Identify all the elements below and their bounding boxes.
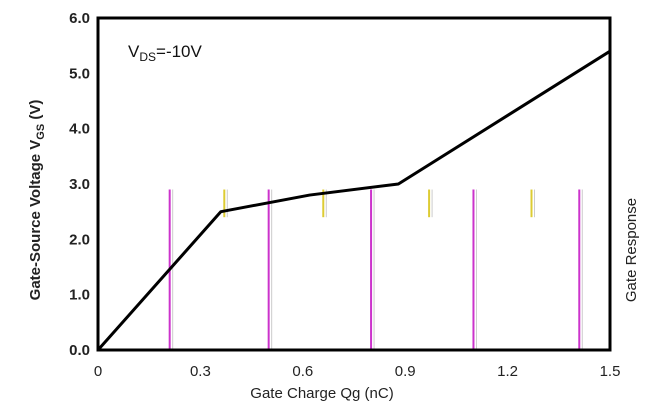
y-tick-label-3: 3.0 xyxy=(69,176,90,193)
y-tick-labels: 0.0 1.0 2.0 3.0 4.0 5.0 6.0 xyxy=(69,10,90,359)
x-tick-label-5: 1.5 xyxy=(600,363,621,380)
y-tick-label-1: 1.0 xyxy=(69,287,90,304)
x-tick-label-4: 1.2 xyxy=(497,363,518,380)
x-tick-label-0: 0 xyxy=(94,363,102,380)
x-tick-label-2: 0.6 xyxy=(292,363,313,380)
y-tick-label-4: 4.0 xyxy=(69,121,90,138)
vertical-markers xyxy=(168,189,583,350)
series-lines xyxy=(96,49,611,351)
plot-frame xyxy=(96,16,612,352)
annotation-vds: VDS=-10V xyxy=(128,42,203,64)
y-axis-title: Gate-Source Voltage VGS (V) xyxy=(27,100,47,301)
y-tick-label-5: 5.0 xyxy=(69,65,90,82)
x-tick-label-3: 0.9 xyxy=(395,363,416,380)
x-tick-labels: 0 0.3 0.6 0.9 1.2 1.5 xyxy=(94,363,621,380)
y-axis-title-right: Gate Response xyxy=(623,198,640,302)
y-tick-label-2: 2.0 xyxy=(69,231,90,248)
y-tick-label-0: 0.0 xyxy=(69,342,90,359)
x-tick-label-1: 0.3 xyxy=(190,363,211,380)
y-tick-label-6: 6.0 xyxy=(69,10,90,27)
x-axis-title: Gate Charge Qg (nC) xyxy=(250,385,393,402)
